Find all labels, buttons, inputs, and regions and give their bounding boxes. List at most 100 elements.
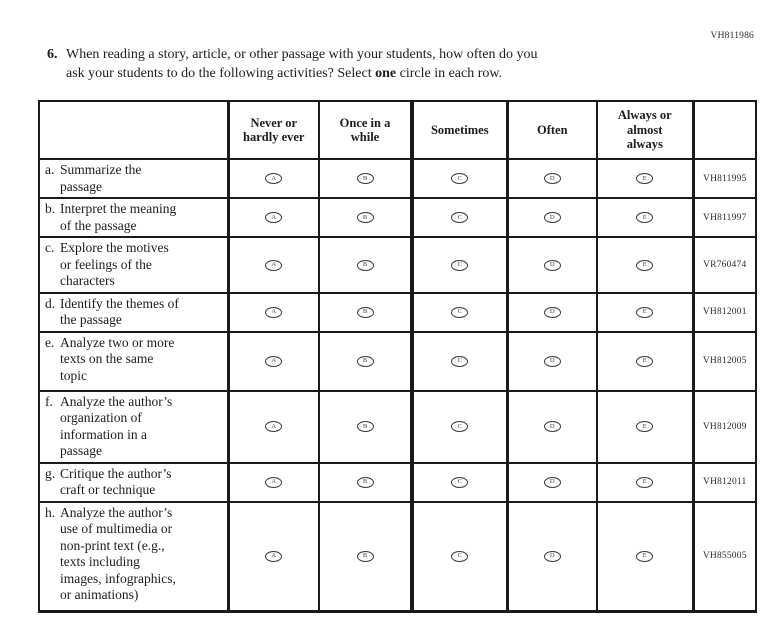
answer-bubble-a[interactable]: A: [265, 173, 283, 185]
row-letter: a.: [45, 162, 55, 177]
row-label-text: Summarize the passage: [60, 162, 142, 194]
answer-bubble-d[interactable]: D: [543, 476, 561, 488]
table-row-b: b. Interpret the meaning of the passage A…: [38, 197, 757, 238]
row-letter: d.: [45, 295, 56, 311]
answer-bubble-a[interactable]: A: [265, 306, 283, 318]
answer-bubble-a[interactable]: A: [265, 355, 283, 367]
row-label-d: d. Identify the themes of the passage: [38, 291, 229, 333]
answer-bubble-b[interactable]: B: [356, 173, 374, 185]
question-line-2: ask your students to do the following ac…: [66, 66, 503, 81]
answer-bubble-a[interactable]: A: [265, 551, 283, 563]
row-label-text: Analyze the author’s use of multimedia o…: [60, 504, 176, 603]
option-cell: A: [226, 197, 320, 238]
answer-bubble-c[interactable]: C: [451, 259, 469, 271]
row-label-f: f. Analyze the author’s organization of i…: [38, 389, 229, 464]
answer-bubble-a[interactable]: A: [265, 259, 283, 271]
option-cell: E: [596, 330, 694, 392]
option-cell: C: [410, 330, 508, 392]
row-letter: h.: [45, 504, 56, 520]
column-header-often: Often: [505, 100, 598, 160]
table-row-h: h. Analyze the author’s use of multimedia…: [38, 500, 757, 613]
answer-bubble-e[interactable]: E: [636, 476, 654, 488]
answer-bubble-d[interactable]: D: [543, 212, 561, 224]
option-cell: A: [226, 500, 320, 613]
row-letter: b.: [45, 201, 56, 216]
answer-bubble-c[interactable]: C: [451, 551, 469, 563]
answer-bubble-e[interactable]: E: [636, 212, 654, 224]
column-header-never: Never or hardly ever: [226, 100, 320, 160]
answer-bubble-e[interactable]: E: [636, 421, 654, 433]
answer-bubble-a[interactable]: A: [265, 421, 283, 433]
answer-bubble-b[interactable]: B: [356, 551, 374, 563]
option-cell: D: [505, 330, 598, 392]
option-cell: C: [410, 500, 508, 613]
answer-bubble-b[interactable]: B: [356, 355, 374, 367]
option-cell: E: [596, 389, 694, 464]
row-label-text: Identify the themes of the passage: [60, 295, 179, 328]
answer-bubble-d[interactable]: D: [543, 306, 561, 318]
option-cell: E: [596, 236, 694, 294]
answer-bubble-b[interactable]: B: [356, 306, 374, 318]
option-cell: A: [226, 389, 320, 464]
row-item-code: VR760474: [691, 236, 757, 294]
option-cell: A: [226, 291, 320, 333]
header-empty-label-cell: [38, 100, 229, 160]
answer-bubble-e[interactable]: E: [636, 306, 654, 318]
row-label-h: h. Analyze the author’s use of multimedia…: [38, 500, 229, 613]
answer-bubble-c[interactable]: C: [451, 173, 469, 185]
answer-bubble-c[interactable]: C: [451, 355, 469, 367]
answer-bubble-c[interactable]: C: [451, 212, 469, 224]
answer-bubble-c[interactable]: C: [451, 476, 469, 488]
answer-bubble-d[interactable]: D: [543, 421, 561, 433]
option-cell: A: [226, 236, 320, 294]
option-cell: C: [410, 197, 508, 238]
row-label-text: Interpret the meaning of the passage: [60, 201, 177, 233]
row-item-code: VH812001: [691, 291, 757, 333]
row-label-g: g. Critique the author’s craft or techniq…: [38, 461, 229, 503]
row-letter: g.: [45, 465, 56, 481]
item-code-top-right: VH811986: [710, 31, 754, 41]
option-cell: A: [226, 330, 320, 392]
header-empty-code-cell: [691, 100, 757, 160]
row-item-code: VH855005: [691, 500, 757, 613]
answer-bubble-e[interactable]: E: [636, 355, 654, 367]
option-cell: B: [318, 500, 413, 613]
answer-bubble-b[interactable]: B: [356, 212, 374, 224]
answer-bubble-d[interactable]: D: [543, 259, 561, 271]
answer-bubble-b[interactable]: B: [356, 421, 374, 433]
option-cell: C: [410, 236, 508, 294]
option-cell: C: [410, 461, 508, 503]
row-label-text: Analyze the author’s organization of inf…: [60, 393, 173, 459]
answer-bubble-a[interactable]: A: [265, 476, 283, 488]
question-number: 6.: [47, 47, 58, 62]
row-item-code: VH812009: [691, 389, 757, 464]
option-cell: E: [596, 197, 694, 238]
activity-frequency-table: Never or hardly ever Once in a while Som…: [38, 100, 757, 613]
answer-bubble-b[interactable]: B: [356, 259, 374, 271]
table-row-e: e. Analyze two or more texts on the same …: [38, 330, 757, 392]
row-item-code: VH812011: [691, 461, 757, 503]
option-cell: B: [318, 330, 413, 392]
option-cell: E: [596, 158, 694, 199]
answer-bubble-e[interactable]: E: [636, 551, 654, 563]
table-header-row: Never or hardly ever Once in a while Som…: [38, 100, 757, 160]
answer-bubble-d[interactable]: D: [543, 551, 561, 563]
answer-bubble-e[interactable]: E: [636, 259, 654, 271]
row-item-code: VH811995: [691, 158, 757, 199]
answer-bubble-e[interactable]: E: [636, 173, 654, 185]
answer-bubble-d[interactable]: D: [543, 355, 561, 367]
answer-bubble-c[interactable]: C: [451, 421, 469, 433]
answer-bubble-a[interactable]: A: [265, 212, 283, 224]
row-label-a: a. Summarize the passage: [38, 158, 229, 199]
answer-bubble-d[interactable]: D: [543, 173, 561, 185]
answer-bubble-c[interactable]: C: [451, 306, 469, 318]
option-cell: A: [226, 158, 320, 199]
option-cell: C: [410, 291, 508, 333]
option-cell: D: [505, 389, 598, 464]
option-cell: C: [410, 389, 508, 464]
answer-bubble-b[interactable]: B: [356, 476, 374, 488]
row-letter: f.: [45, 393, 53, 409]
option-cell: D: [505, 158, 598, 199]
row-label-e: e. Analyze two or more texts on the same …: [38, 330, 229, 392]
